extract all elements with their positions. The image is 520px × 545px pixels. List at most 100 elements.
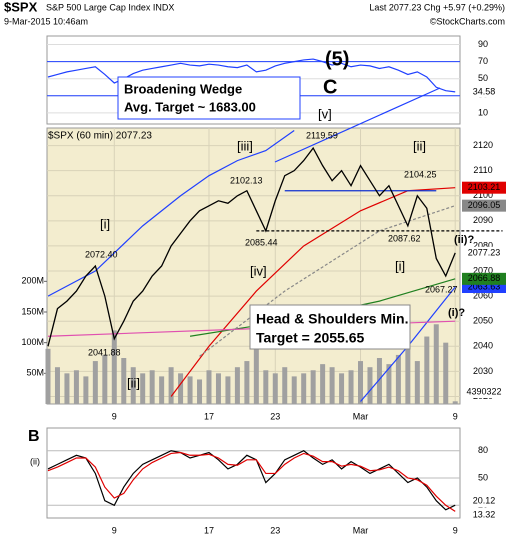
volume-tick-label: 50M <box>26 368 44 378</box>
x-tick-label: 23 <box>270 525 280 535</box>
value-box <box>462 386 506 398</box>
date: 9-Mar-2015 10:46am <box>4 16 88 26</box>
annotation: C <box>323 76 337 98</box>
annotation: [ii] <box>413 138 426 153</box>
annotation: 2102.13 <box>230 175 263 185</box>
y-tick-label: 50 <box>478 472 488 482</box>
value-label: 2066.88 <box>468 273 501 283</box>
y-tick-label: 2050 <box>473 316 493 326</box>
volume-bar <box>424 336 430 404</box>
overlay-line <box>47 130 295 297</box>
annotation: 2067.27 <box>425 284 458 294</box>
y-tick-label: 2040 <box>473 341 493 351</box>
y-tick-label: 2060 <box>473 290 493 300</box>
volume-bar <box>92 361 98 404</box>
volume-bar <box>83 376 89 404</box>
volume-bar <box>443 342 449 404</box>
value-box <box>462 246 506 259</box>
volume-bar <box>130 367 136 404</box>
y-tick-label: 80 <box>478 445 488 455</box>
y-tick-label: 10 <box>478 107 488 117</box>
volume-bar <box>121 358 127 404</box>
value-label: 34.58 <box>473 86 496 96</box>
volume-bar <box>291 376 297 404</box>
volume-bar <box>149 370 155 404</box>
annotation: (ii)? <box>454 234 474 246</box>
volume-bar <box>206 370 212 404</box>
volume-bar <box>168 367 174 404</box>
value-box <box>462 199 506 212</box>
volume-bar <box>54 367 60 404</box>
volume-bar <box>187 376 193 404</box>
volume-bar <box>405 348 411 404</box>
annotation: (5) <box>325 48 349 70</box>
y-tick-label: 2100 <box>473 190 493 200</box>
value-box <box>462 509 506 522</box>
rsi-line <box>47 450 456 511</box>
value-label: 4390322 <box>466 386 501 396</box>
annotation: [i] <box>395 258 405 273</box>
wedge-line <box>274 87 441 163</box>
y-tick-label: 90 <box>478 39 488 49</box>
volume-bar <box>225 376 231 404</box>
volume-bar <box>376 358 382 404</box>
x-tick-label: 9 <box>453 525 458 535</box>
rsi-line <box>47 451 456 512</box>
volume-bar <box>348 370 354 404</box>
annotation: 2072.40 <box>85 249 118 259</box>
volume-bar <box>73 370 79 404</box>
volume-bar <box>197 379 203 404</box>
volume-tick-label: 150M <box>21 306 44 316</box>
y-tick-label: 2110 <box>473 165 492 175</box>
annotation: (ii) <box>30 456 40 466</box>
x-tick-label: Mar <box>353 411 369 421</box>
annotation: Target = 2055.65 <box>256 330 365 346</box>
annotation: 2085.44 <box>245 237 278 247</box>
value-label: 2077.23 <box>468 247 501 257</box>
y-tick-label: 2070 <box>473 265 493 275</box>
volume-bar <box>253 348 259 404</box>
volume-bar <box>215 373 221 404</box>
value-box <box>462 181 506 194</box>
x-tick-label: Mar <box>353 525 369 535</box>
value-label: 2096.05 <box>468 200 501 210</box>
volume-bar <box>140 373 146 404</box>
volume-bar <box>358 361 364 404</box>
value-box <box>462 85 506 98</box>
y-tick-label: 2090 <box>473 215 493 225</box>
annotation: [v] <box>318 106 332 121</box>
value-label: 20.12 <box>473 496 496 506</box>
value-label: 13.32 <box>473 510 496 520</box>
volume-bar <box>64 373 70 404</box>
value-label: 2063.63 <box>468 281 501 291</box>
indicator-line <box>47 58 456 93</box>
annotation: 2119.59 <box>306 130 338 140</box>
annotation: [iv] <box>250 263 267 278</box>
x-tick-label: 17 <box>204 525 214 535</box>
x-tick-label: 23 <box>270 411 280 421</box>
volume-bar <box>367 367 373 404</box>
annotation: (i)? <box>448 307 465 319</box>
annotation: 2087.62 <box>388 233 421 243</box>
hs-box <box>249 304 411 350</box>
volume-bar <box>433 324 439 404</box>
value-label: 2103.21 <box>468 182 501 192</box>
annotation: $SPX (60 min) 2077.23 <box>48 131 152 142</box>
volume-bar <box>320 364 326 404</box>
volume-bar <box>244 361 250 404</box>
y-tick-label: 2030 <box>473 366 493 376</box>
volume-bar <box>178 373 184 404</box>
value-box <box>462 495 506 508</box>
title: $SPX <box>4 0 38 14</box>
annotation: B <box>28 428 40 445</box>
source: ©StockCharts.com <box>430 16 505 26</box>
marks: 9917172323MarMar992020203020402050206020… <box>21 39 503 535</box>
volume-bar <box>452 401 458 404</box>
volume-bar <box>111 330 117 404</box>
volume-bar <box>234 367 240 404</box>
wedge-box <box>117 76 301 120</box>
annotation: 2104.25 <box>404 169 437 179</box>
volume-tick-label: 200M <box>21 276 44 286</box>
x-tick-label: 9 <box>112 525 117 535</box>
